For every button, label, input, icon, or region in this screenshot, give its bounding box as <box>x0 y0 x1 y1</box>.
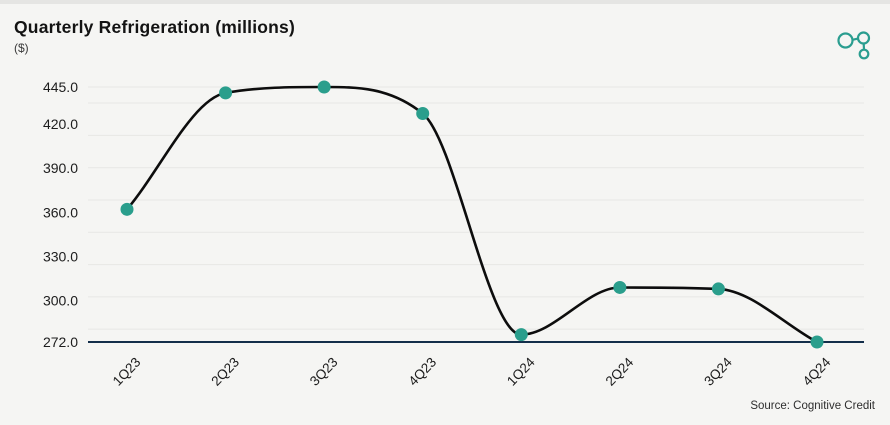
y-axis-tick-label: 390.0 <box>43 160 78 176</box>
data-point-marker[interactable] <box>613 280 627 294</box>
y-axis-tick-label: 272.0 <box>43 334 78 350</box>
x-axis-tick-label: 2Q23 <box>208 355 242 389</box>
y-axis-tick-label: 445.0 <box>43 79 78 95</box>
x-axis-tick-label: 1Q24 <box>504 354 538 389</box>
refrigeration-line-chart[interactable]: 445.0 420.0 390.0 360.0 330.0 300.0 272.0 1Q23 2… <box>0 4 890 425</box>
data-point-marker[interactable] <box>810 335 824 349</box>
x-axis-tick-label: 1Q23 <box>110 355 144 389</box>
data-point-marker[interactable] <box>120 202 134 216</box>
data-point-marker[interactable] <box>416 107 430 121</box>
chart-title: Quarterly Refrigeration (millions) <box>14 17 296 37</box>
data-point-marker[interactable] <box>711 282 725 296</box>
data-point-marker[interactable] <box>219 86 233 100</box>
cognitive-credit-logo-icon <box>837 31 871 60</box>
y-axis-tick-label: 330.0 <box>43 249 78 265</box>
x-axis-tick-label: 4Q24 <box>800 354 834 389</box>
logo-circle-large <box>837 32 854 49</box>
y-axis-tick-label: 360.0 <box>43 204 78 220</box>
x-axis-tick-label: 2Q24 <box>603 354 637 389</box>
x-axis-tick-label: 3Q24 <box>701 354 735 389</box>
x-axis-tick-label: 3Q23 <box>307 355 341 389</box>
data-point-marker[interactable] <box>317 80 331 94</box>
data-point-marker[interactable] <box>514 328 528 342</box>
chart-subtitle: ($) <box>14 41 29 55</box>
source-attribution: Source: Cognitive Credit <box>750 400 875 412</box>
logo-connector-horizontal <box>852 37 859 41</box>
series-line <box>125 85 819 344</box>
y-axis-tick-label: 300.0 <box>43 293 78 309</box>
y-axis-tick-label: 420.0 <box>43 116 78 132</box>
logo-circle-medium <box>856 31 871 45</box>
x-axis-tick-label: 4Q23 <box>405 355 439 389</box>
